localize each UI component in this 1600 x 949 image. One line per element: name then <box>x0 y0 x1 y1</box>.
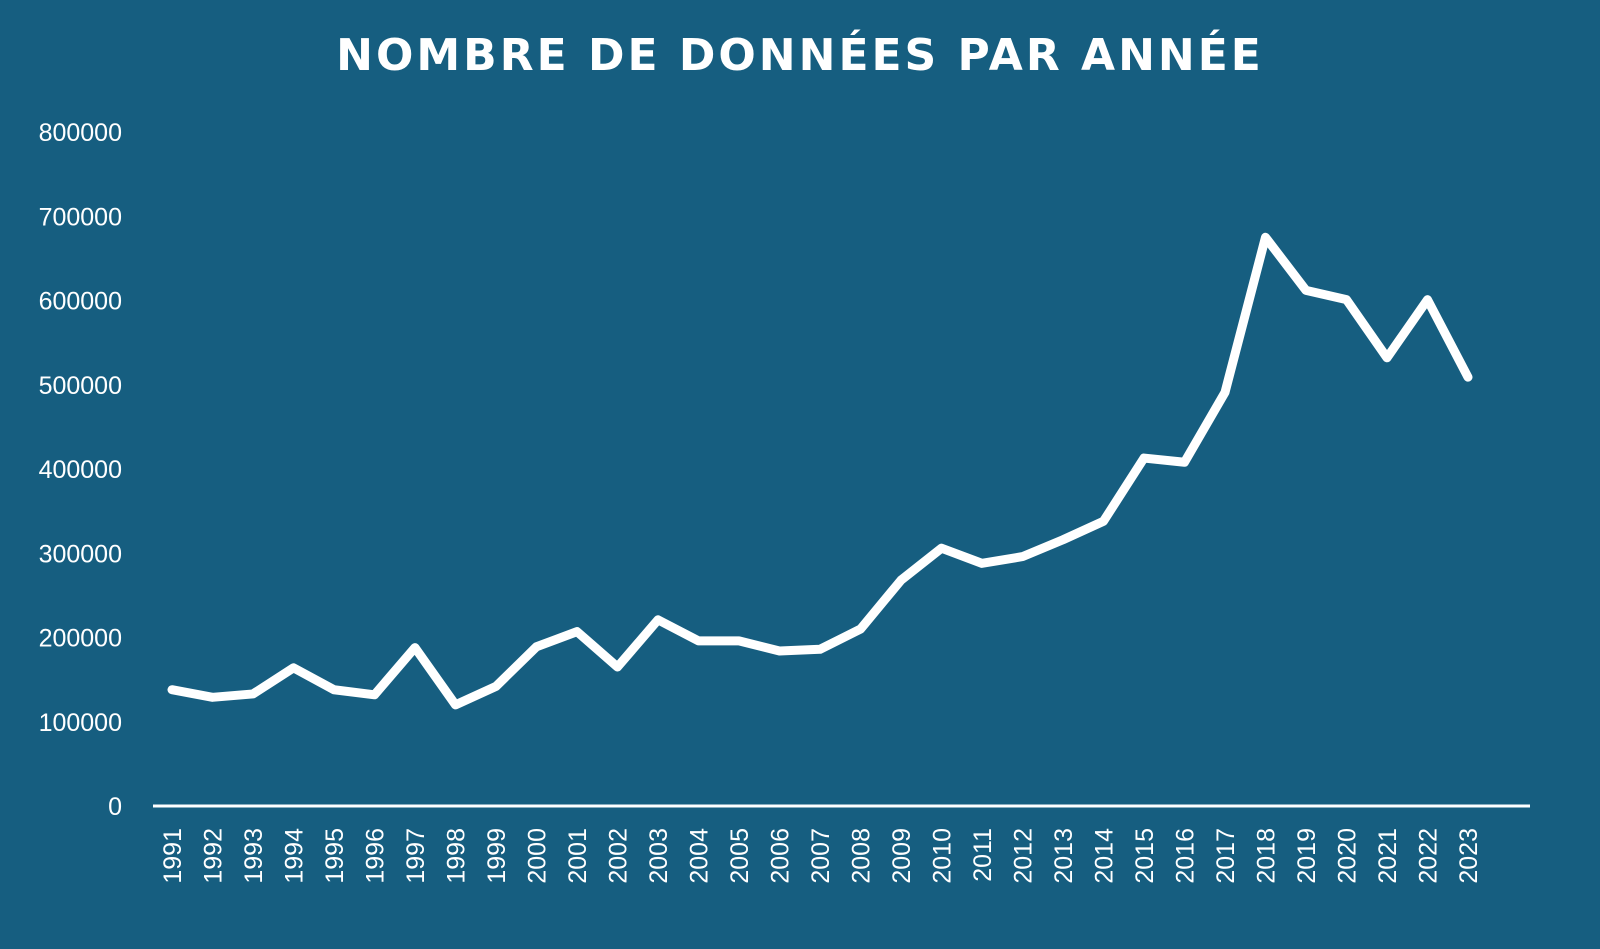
y-tick-label: 300000 <box>39 540 122 568</box>
y-tick-label: 500000 <box>39 372 122 400</box>
y-tick-label: 600000 <box>39 288 122 316</box>
x-tick-label: 2000 <box>524 828 552 884</box>
x-tick-label: 2001 <box>564 828 592 884</box>
y-tick-label: 400000 <box>39 456 122 484</box>
x-tick-label: 2009 <box>888 828 916 884</box>
x-tick-label: 2021 <box>1374 828 1402 884</box>
x-tick-label: 2013 <box>1050 828 1078 884</box>
y-tick-label: 800000 <box>39 119 122 147</box>
x-tick-label: 2020 <box>1334 828 1362 884</box>
x-tick-label: 2022 <box>1415 828 1443 884</box>
chart-title: NOMBRE DE DONNÉES PAR ANNÉE <box>336 30 1264 81</box>
x-tick-label: 2019 <box>1293 828 1321 884</box>
data-series-line <box>167 232 1473 710</box>
x-tick-label: 1997 <box>402 828 430 884</box>
drop-lines <box>171 237 1469 804</box>
y-axis: 0 100000 200000 300000 400000 500000 600000 700… <box>39 119 122 821</box>
x-tick-label: 2007 <box>807 828 835 884</box>
x-tick-label: 2014 <box>1091 828 1119 884</box>
x-tick-label: 2012 <box>1010 828 1038 884</box>
x-tick-label: 2023 <box>1455 828 1483 884</box>
x-tick-label: 2003 <box>645 828 673 884</box>
x-tick-label: 1991 <box>159 828 187 884</box>
x-tick-label: 1998 <box>443 828 471 884</box>
x-tick-label: 1994 <box>281 828 309 884</box>
x-tick-label: 1999 <box>483 828 511 884</box>
x-tick-label: 2011 <box>969 828 997 882</box>
y-tick-label: 200000 <box>39 625 122 653</box>
x-tick-label: 2008 <box>848 828 876 884</box>
x-tick-label: 1996 <box>362 828 390 884</box>
x-tick-label: 2015 <box>1131 828 1159 884</box>
y-tick-label: 100000 <box>39 709 122 737</box>
x-tick-label: 1993 <box>240 828 268 884</box>
x-tick-label: 1995 <box>321 828 349 884</box>
x-tick-label: 2005 <box>726 828 754 884</box>
x-tick-label: 2006 <box>767 828 795 884</box>
x-tick-label: 2004 <box>686 828 714 884</box>
x-tick-label: 1992 <box>200 828 228 884</box>
x-tick-label: 2010 <box>929 828 957 884</box>
x-tick-label: 2002 <box>605 828 633 884</box>
x-tick-label: 2017 <box>1212 828 1240 884</box>
x-axis: 1991 1992 1993 1994 1995 1996 1997 1998 1999 2000… <box>159 828 1483 884</box>
y-tick-label: 0 <box>108 793 122 821</box>
x-tick-label: 2016 <box>1172 828 1200 884</box>
y-tick-label: 700000 <box>39 203 122 231</box>
x-tick-label: 2018 <box>1253 828 1281 884</box>
